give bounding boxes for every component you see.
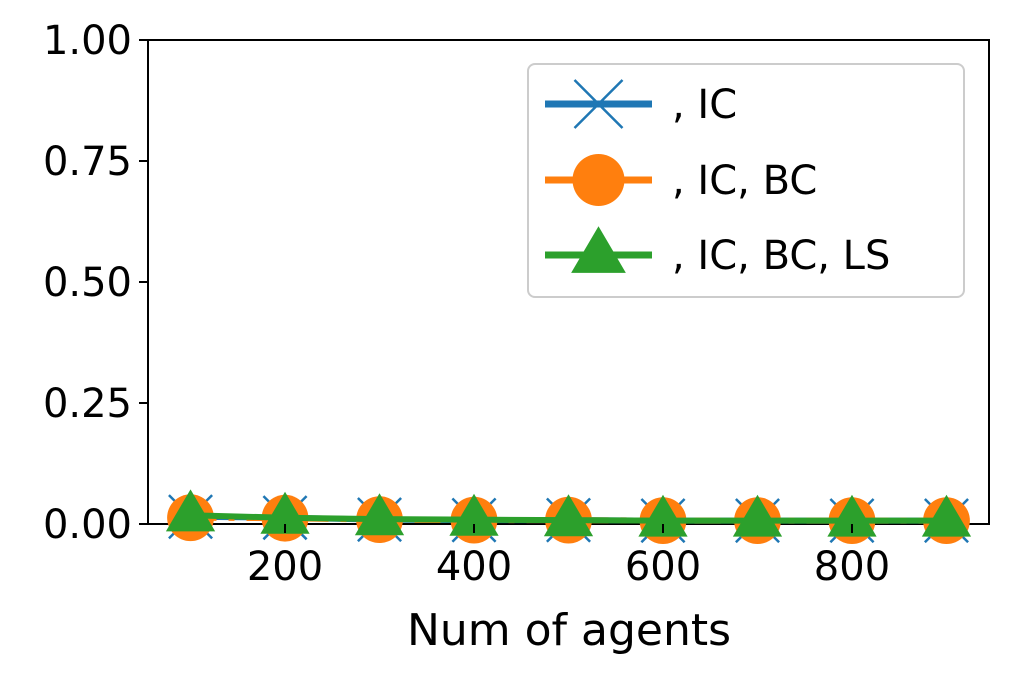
legend-entry: , IC, BC bbox=[545, 154, 817, 206]
data-point bbox=[921, 494, 972, 537]
x-axis-label: Num of agents bbox=[407, 605, 731, 656]
legend-label: , IC bbox=[672, 82, 737, 128]
legend: , IC , IC, BC , IC, BC, LS bbox=[527, 63, 965, 298]
x-tick-label: 600 bbox=[625, 544, 701, 590]
data-point bbox=[732, 494, 783, 537]
legend-box bbox=[527, 63, 965, 298]
x-tick-label: 200 bbox=[247, 544, 323, 590]
y-tick-label: 0.25 bbox=[43, 381, 132, 427]
y-tick-label: 0.00 bbox=[43, 502, 132, 548]
x-tick-label: 400 bbox=[436, 544, 512, 590]
legend-entry: , IC, BC, LS bbox=[545, 226, 890, 279]
axis-ticks: 0.00 0.25 0.50 0.75 1.00 200 400 600 800 bbox=[43, 18, 890, 590]
data-point bbox=[260, 491, 310, 534]
data-point bbox=[638, 494, 688, 537]
series-layer bbox=[165, 489, 972, 545]
x-tick-label: 800 bbox=[814, 544, 890, 590]
legend-label: , IC, BC, LS bbox=[672, 233, 890, 279]
data-point bbox=[354, 493, 405, 536]
data-point bbox=[543, 494, 594, 537]
y-tick-label: 0.75 bbox=[43, 139, 132, 185]
legend-entry: , IC bbox=[545, 79, 737, 129]
data-point bbox=[449, 493, 499, 536]
y-tick-label: 1.00 bbox=[43, 18, 132, 64]
legend-label: , IC, BC bbox=[672, 158, 817, 204]
legend-swatch-marker bbox=[573, 79, 624, 129]
legend-swatch-marker bbox=[572, 154, 625, 206]
series-3 bbox=[165, 489, 972, 537]
data-point bbox=[827, 494, 877, 537]
data-point bbox=[165, 489, 216, 532]
legend-swatch-marker bbox=[571, 226, 626, 273]
y-tick-label: 0.50 bbox=[43, 260, 132, 306]
